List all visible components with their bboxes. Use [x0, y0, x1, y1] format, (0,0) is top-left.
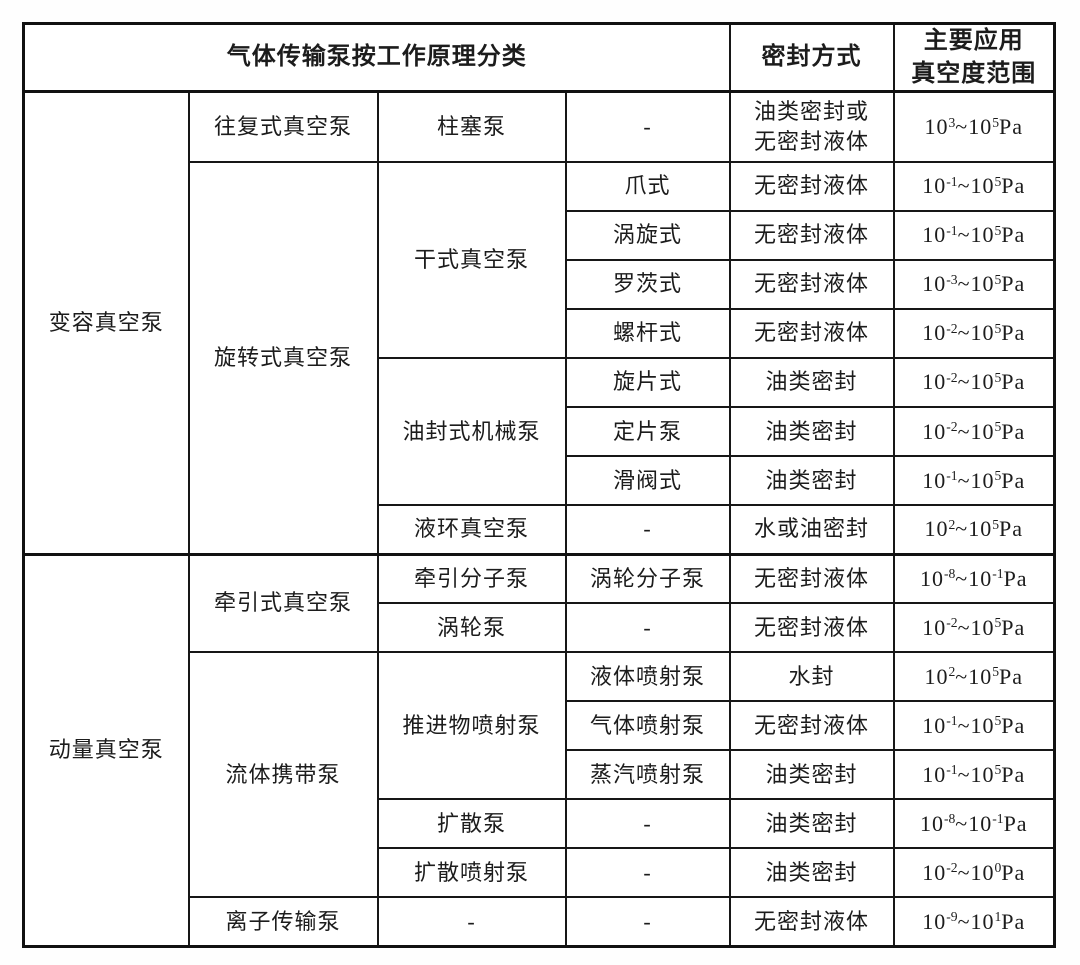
cell-seal-method: 油类密封 [728, 454, 895, 506]
cell-pump-subtype: 螺杆式 [564, 307, 731, 359]
cell-pump-subcategory: 往复式真空泵 [187, 90, 379, 163]
table-row: 涡轮泵 - 无密封液体 10-2~105Pa [24, 602, 1056, 654]
cell-vacuum-range: 10-9~101Pa [892, 896, 1056, 948]
table-row: 变容真空泵 往复式真空泵 柱塞泵 - 油类密封或 无密封液体 103~105Pa [22, 90, 1056, 556]
table-row: 扩散喷射泵 - 油类密封 10-2~100Pa [24, 847, 1056, 899]
table-row: 螺杆式 无密封液体 10-2~105Pa [24, 307, 1056, 359]
cell-seal-method: 无密封液体 [728, 160, 895, 212]
cell-pump-type: 柱塞泵 [376, 90, 567, 163]
cell-seal-method: 油类密封 [728, 405, 895, 457]
table-row: 动量真空泵 牵引式真空泵 牵引分子泵 涡轮分子泵 无密封液体 10-8~10-1… [22, 552, 1056, 948]
header-seal-method: 密封方式 [728, 22, 895, 94]
table-row: 油封式机械泵 旋片式 油类密封 10-2~105Pa [24, 356, 1056, 506]
table-row: 滑阀式 油类密封 10-1~105Pa [24, 454, 1056, 506]
cell-pump-subtype: - [564, 798, 731, 850]
header-classification: 气体传输泵按工作原理分类 [22, 22, 731, 94]
table-row: 扩散泵 - 油类密封 10-8~10-1Pa [24, 798, 1056, 850]
cell-pump-subtype: 罗茨式 [564, 258, 731, 310]
cell-pump-subtype: - [564, 90, 731, 163]
cell-seal-method: 油类密封 [728, 798, 895, 850]
cell-vacuum-range: 10-2~105Pa [892, 405, 1056, 457]
cell-pump-subtype: - [564, 503, 731, 556]
cell-vacuum-range: 10-1~105Pa [892, 160, 1056, 212]
cell-pump-subcategory: 流体携带泵 [187, 651, 379, 899]
cell-seal-method: 油类密封 [728, 356, 895, 408]
table-row: 流体携带泵 推进物喷射泵 液体喷射泵 水封 102~105Pa [24, 651, 1056, 899]
cell-vacuum-range: 10-8~10-1Pa [892, 552, 1056, 605]
cell-vacuum-range: 10-2~105Pa [892, 307, 1056, 359]
cell-seal-method: 无密封液体 [728, 700, 895, 752]
table-row: 离子传输泵 - - 无密封液体 10-9~101Pa [24, 896, 1056, 948]
cell-seal-method: 油类密封或 无密封液体 [728, 90, 895, 163]
cell-pump-subcategory: 离子传输泵 [187, 896, 379, 948]
cell-vacuum-range: 10-1~105Pa [892, 209, 1056, 261]
cell-pump-subtype: 涡旋式 [564, 209, 731, 261]
cell-pump-type: 牵引分子泵 [376, 552, 567, 605]
header-vacuum-range: 主要应用 真空度范围 [892, 22, 1056, 94]
cell-vacuum-range: 102~105Pa [892, 651, 1056, 703]
table-header-row: 气体传输泵按工作原理分类 密封方式 主要应用 真空度范围 [22, 22, 1056, 94]
cell-pump-category: 变容真空泵 [22, 90, 190, 556]
table-row: 旋转式真空泵 干式真空泵 爪式 无密封液体 10-1~105Pa [24, 160, 1056, 556]
cell-vacuum-range: 10-1~105Pa [892, 749, 1056, 801]
cell-seal-method: 无密封液体 [728, 258, 895, 310]
cell-pump-type: - [376, 896, 567, 948]
cell-pump-subtype: 涡轮分子泵 [564, 552, 731, 605]
cell-vacuum-range: 10-3~105Pa [892, 258, 1056, 310]
cell-pump-type: 扩散泵 [376, 798, 567, 850]
cell-seal-method: 油类密封 [728, 847, 895, 899]
cell-vacuum-range: 102~105Pa [892, 503, 1056, 556]
cell-seal-method: 无密封液体 [728, 209, 895, 261]
cell-vacuum-range: 10-2~100Pa [892, 847, 1056, 899]
cell-pump-subcategory: 旋转式真空泵 [187, 160, 379, 556]
cell-pump-subtype: 滑阀式 [564, 454, 731, 506]
cell-pump-type: 干式真空泵 [376, 160, 567, 359]
cell-pump-subtype: 定片泵 [564, 405, 731, 457]
cell-pump-subtype: 蒸汽喷射泵 [564, 749, 731, 801]
cell-pump-subtype: 气体喷射泵 [564, 700, 731, 752]
cell-seal-method: 油类密封 [728, 749, 895, 801]
table-row: 液环真空泵 - 水或油密封 102~105Pa [24, 503, 1056, 556]
cell-pump-type: 涡轮泵 [376, 602, 567, 654]
cell-vacuum-range: 10-2~105Pa [892, 602, 1056, 654]
cell-pump-subtype: - [564, 847, 731, 899]
cell-pump-type: 推进物喷射泵 [376, 651, 567, 801]
cell-seal-method: 无密封液体 [728, 552, 895, 605]
vacuum-pump-classification-table: 气体传输泵按工作原理分类 密封方式 主要应用 真空度范围 变容真空泵 往复式真空… [22, 22, 1056, 948]
cell-vacuum-range: 10-1~105Pa [892, 700, 1056, 752]
table-row: 气体喷射泵 无密封液体 10-1~105Pa [24, 700, 1056, 752]
cell-vacuum-range: 103~105Pa [892, 90, 1056, 163]
cell-vacuum-range: 10-8~10-1Pa [892, 798, 1056, 850]
table-row: 罗茨式 无密封液体 10-3~105Pa [24, 258, 1056, 310]
table-row: 定片泵 油类密封 10-2~105Pa [24, 405, 1056, 457]
cell-vacuum-range: 10-1~105Pa [892, 454, 1056, 506]
cell-seal-method: 无密封液体 [728, 602, 895, 654]
cell-pump-category: 动量真空泵 [22, 552, 190, 948]
cell-pump-subtype: 液体喷射泵 [564, 651, 731, 703]
cell-pump-subtype: 爪式 [564, 160, 731, 212]
cell-pump-subtype: 旋片式 [564, 356, 731, 408]
table-row: 蒸汽喷射泵 油类密封 10-1~105Pa [24, 749, 1056, 801]
cell-vacuum-range: 10-2~105Pa [892, 356, 1056, 408]
cell-pump-subcategory: 牵引式真空泵 [187, 552, 379, 654]
table-row: 涡旋式 无密封液体 10-1~105Pa [24, 209, 1056, 261]
cell-seal-method: 水或油密封 [728, 503, 895, 556]
cell-pump-type: 扩散喷射泵 [376, 847, 567, 899]
cell-seal-method: 无密封液体 [728, 307, 895, 359]
cell-pump-subtype: - [564, 602, 731, 654]
cell-seal-method: 水封 [728, 651, 895, 703]
cell-pump-type: 油封式机械泵 [376, 356, 567, 506]
cell-pump-subtype: - [564, 896, 731, 948]
cell-pump-type: 液环真空泵 [376, 503, 567, 556]
cell-seal-method: 无密封液体 [728, 896, 895, 948]
